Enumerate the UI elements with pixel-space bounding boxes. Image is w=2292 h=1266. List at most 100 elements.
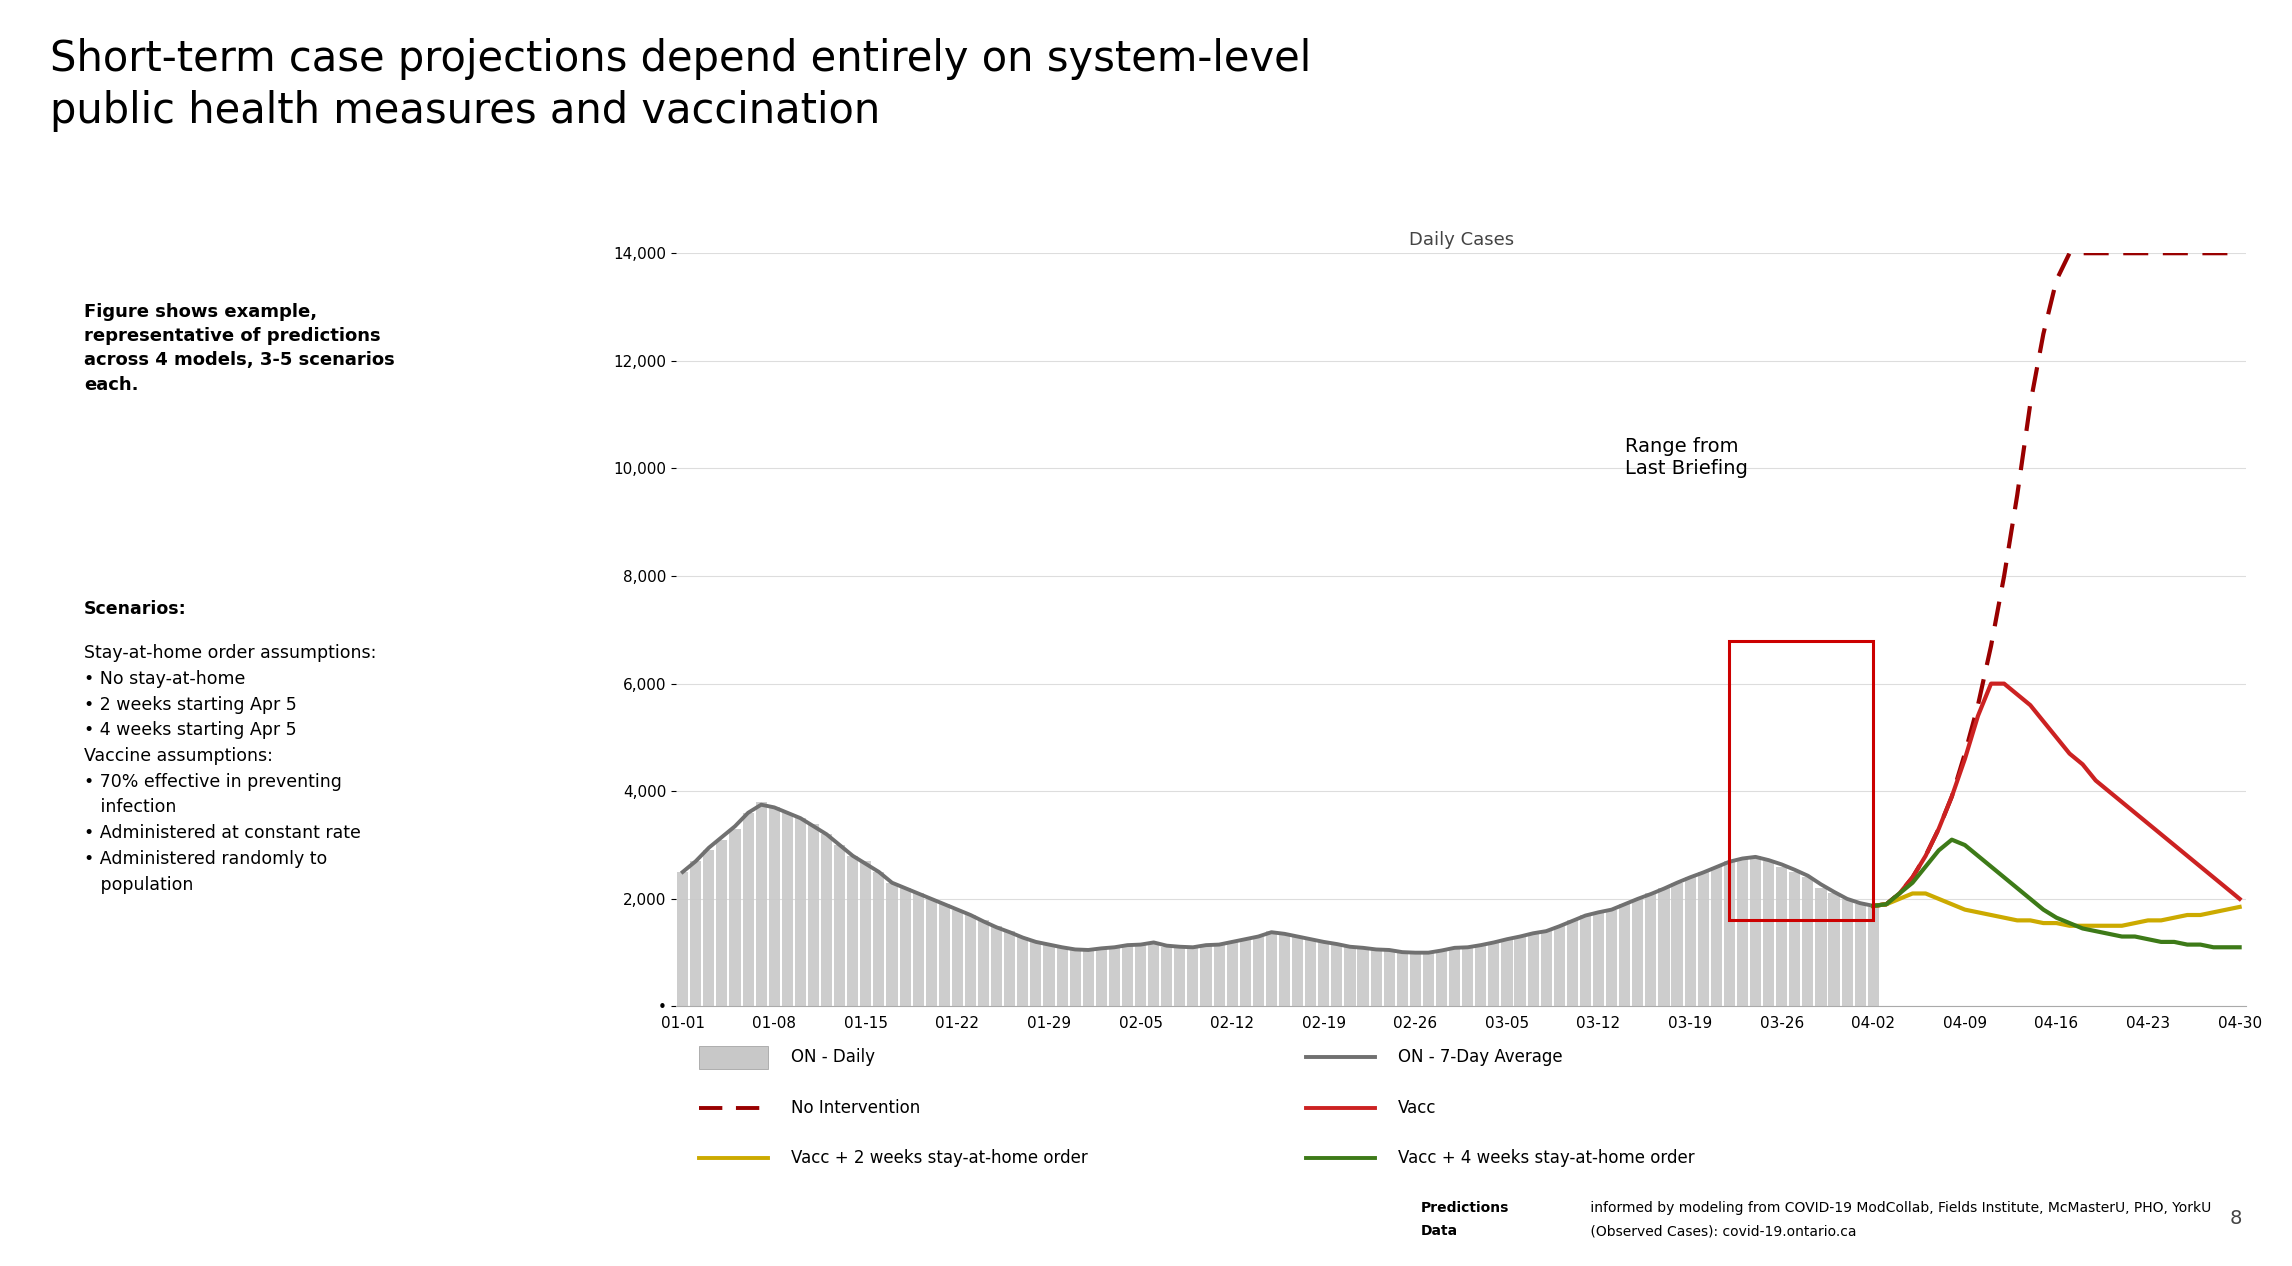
Bar	[1123, 944, 1132, 1006]
Bar	[834, 846, 846, 1006]
Bar	[1840, 899, 1852, 1006]
Bar	[1540, 932, 1552, 1006]
Bar	[912, 894, 924, 1006]
Bar	[1174, 947, 1185, 1006]
Bar	[965, 915, 976, 1006]
Bar	[1293, 937, 1304, 1006]
Bar	[1698, 872, 1710, 1006]
Bar	[1632, 899, 1643, 1006]
Bar	[1265, 932, 1277, 1006]
Bar	[1057, 947, 1068, 1006]
Bar	[690, 861, 701, 1006]
Bar	[1776, 866, 1788, 1006]
Bar	[1646, 894, 1657, 1006]
Text: Vacc + 4 weeks stay-at-home order: Vacc + 4 weeks stay-at-home order	[1398, 1150, 1694, 1167]
Bar	[1618, 904, 1630, 1006]
Bar	[990, 925, 1002, 1006]
Bar	[1018, 937, 1029, 1006]
Text: Predictions: Predictions	[1421, 1201, 1510, 1215]
Bar	[1515, 937, 1526, 1006]
Text: ON - Daily: ON - Daily	[791, 1048, 876, 1066]
Text: No Intervention: No Intervention	[791, 1099, 919, 1117]
Bar	[1031, 942, 1041, 1006]
Bar	[1671, 882, 1682, 1006]
Bar	[848, 856, 857, 1006]
Bar	[1304, 939, 1316, 1006]
Bar	[1254, 937, 1263, 1006]
Bar	[768, 808, 779, 1006]
Text: Vacc: Vacc	[1398, 1099, 1437, 1117]
Text: Scenarios:: Scenarios:	[85, 600, 188, 618]
Bar	[926, 899, 937, 1006]
Text: Figure shows example,
representative of predictions
across 4 models, 3-5 scenari: Figure shows example, representative of …	[85, 303, 394, 394]
Bar	[887, 882, 898, 1006]
Bar	[979, 920, 990, 1006]
Bar	[729, 829, 740, 1006]
Bar	[1724, 861, 1735, 1006]
Bar	[1318, 942, 1329, 1006]
Bar	[1410, 953, 1421, 1006]
Bar	[1476, 944, 1485, 1006]
Bar	[1240, 939, 1251, 1006]
Text: ON - 7-Day Average: ON - 7-Day Average	[1398, 1048, 1563, 1066]
Bar	[1710, 866, 1721, 1006]
Bar	[1437, 950, 1446, 1006]
Bar	[1396, 953, 1407, 1006]
Bar	[1685, 877, 1696, 1006]
Bar	[1135, 944, 1146, 1006]
Bar	[795, 818, 807, 1006]
Text: 8: 8	[2230, 1209, 2242, 1228]
Bar	[1751, 856, 1760, 1006]
Bar	[1568, 920, 1577, 1006]
Bar	[1790, 872, 1799, 1006]
Bar	[1815, 889, 1827, 1006]
Text: Short-term case projections depend entirely on system-level
public health measur: Short-term case projections depend entir…	[50, 38, 1311, 132]
Text: Stay-at-home order assumptions:
• No stay-at-home
• 2 weeks starting Apr 5
• 4 w: Stay-at-home order assumptions: • No sta…	[85, 644, 376, 894]
Bar	[1332, 944, 1343, 1006]
Bar	[1279, 934, 1290, 1006]
Bar	[1187, 947, 1199, 1006]
Bar	[1043, 944, 1054, 1006]
Bar	[1829, 894, 1840, 1006]
Text: informed by modeling from COVID-19 ModCollab, Fields Institute, McMasterU, PHO, : informed by modeling from COVID-19 ModCo…	[1586, 1201, 2212, 1215]
Bar	[1802, 877, 1813, 1006]
Bar	[1659, 889, 1669, 1006]
Bar	[1763, 861, 1774, 1006]
Bar	[1449, 947, 1460, 1006]
Bar	[1226, 942, 1238, 1006]
Bar	[1423, 953, 1435, 1006]
Bar	[1526, 934, 1538, 1006]
Bar	[1162, 947, 1171, 1006]
Bar	[1096, 947, 1107, 1006]
Title: Daily Cases: Daily Cases	[1410, 230, 1513, 249]
Bar	[1357, 947, 1368, 1006]
Bar	[717, 839, 727, 1006]
Bar	[743, 813, 754, 1006]
Bar	[1371, 950, 1382, 1006]
Bar	[1593, 913, 1604, 1006]
Bar	[756, 803, 768, 1006]
Bar	[951, 909, 963, 1006]
Bar	[1070, 950, 1082, 1006]
Bar	[676, 872, 688, 1006]
Bar	[1579, 915, 1591, 1006]
Bar	[809, 824, 818, 1006]
Bar	[1148, 942, 1160, 1006]
Text: Range from
Last Briefing: Range from Last Briefing	[1625, 437, 1747, 479]
Bar	[1868, 906, 1879, 1006]
Bar	[1488, 942, 1499, 1006]
Text: Data: Data	[1421, 1224, 1458, 1238]
Bar	[1554, 925, 1565, 1006]
Bar	[860, 861, 871, 1006]
Bar	[1004, 932, 1015, 1006]
Bar	[704, 851, 715, 1006]
Bar	[1082, 950, 1093, 1006]
Bar	[1737, 858, 1749, 1006]
Text: (Observed Cases): covid-19.ontario.ca: (Observed Cases): covid-19.ontario.ca	[1586, 1224, 1857, 1238]
Bar	[782, 813, 793, 1006]
Bar	[873, 872, 885, 1006]
Bar	[898, 889, 910, 1006]
Bar	[1384, 950, 1396, 1006]
Bar	[821, 834, 832, 1006]
Bar	[1212, 944, 1224, 1006]
